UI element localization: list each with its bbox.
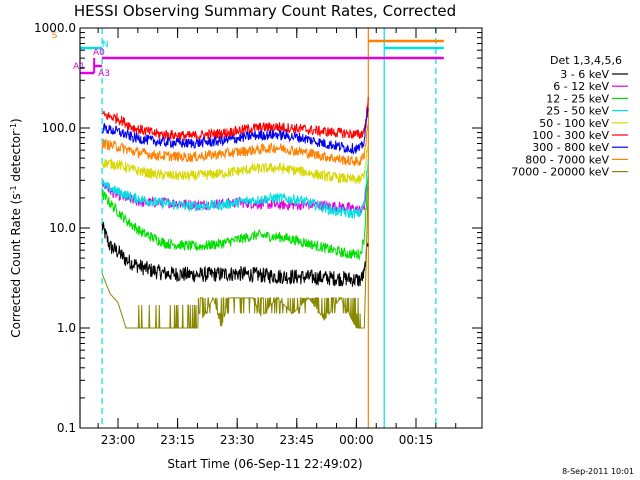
y-tick-label: 10.0 [49, 221, 76, 235]
series-line [101, 221, 369, 288]
series-line [101, 186, 369, 329]
y-tick-label: 1.0 [57, 321, 76, 335]
y-axis-label: Corrected Count Rate (s-1 detector-1) [9, 118, 24, 337]
x-tick-label: 23:30 [220, 433, 255, 447]
plot-area: S N A1 A0 A3 [52, 28, 444, 428]
x-tick-label: 23:00 [101, 433, 136, 447]
y-tick-label: 0.1 [57, 421, 76, 435]
flag-label: A1 [73, 62, 85, 72]
series-line [101, 123, 369, 167]
legend-label: 25 - 50 keV [546, 105, 609, 118]
flag-label: A0 [93, 48, 105, 58]
legend-title: Det 1,3,4,5,6 [550, 54, 622, 67]
legend-label: 12 - 25 keV [546, 92, 609, 105]
timestamp: 8-Sep-2011 10:01 [562, 467, 634, 476]
x-tick-label: 23:45 [280, 433, 315, 447]
legend-label: 3 - 6 keV [560, 68, 609, 81]
legend-label: 50 - 100 keV [539, 117, 609, 130]
legend-label: 6 - 12 keV [553, 80, 609, 93]
x-axis: 23:00 23:15 23:30 23:45 00:00 00:15 [97, 28, 457, 447]
series-line [101, 107, 369, 155]
x-tick-label: 23:15 [160, 433, 195, 447]
y-tick-label: 100.0 [42, 121, 76, 135]
legend-label: 300 - 800 keV [532, 141, 609, 154]
x-axis-label: Start Time (06-Sep-11 22:49:02) [167, 457, 362, 471]
series-line [101, 174, 369, 262]
series-line [101, 96, 369, 141]
flag-label: S [52, 31, 58, 41]
y-axis: 1000.0 100.0 10.0 1.0 0.1 [34, 21, 482, 435]
series-line [101, 145, 369, 185]
chart-title: HESSI Observing Summary Count Rates, Cor… [74, 2, 456, 20]
x-tick-label: 00:00 [339, 433, 374, 447]
flag-label: N [102, 40, 109, 50]
legend-label: 800 - 7000 keV [525, 153, 609, 166]
series-line [101, 159, 369, 219]
x-tick-label: 00:15 [399, 433, 434, 447]
y-tick-label: 1000.0 [34, 21, 76, 35]
flag-label: A3 [98, 69, 110, 79]
legend-label: 7000 - 20000 keV [511, 166, 609, 179]
legend-label: 100 - 300 keV [532, 129, 609, 142]
